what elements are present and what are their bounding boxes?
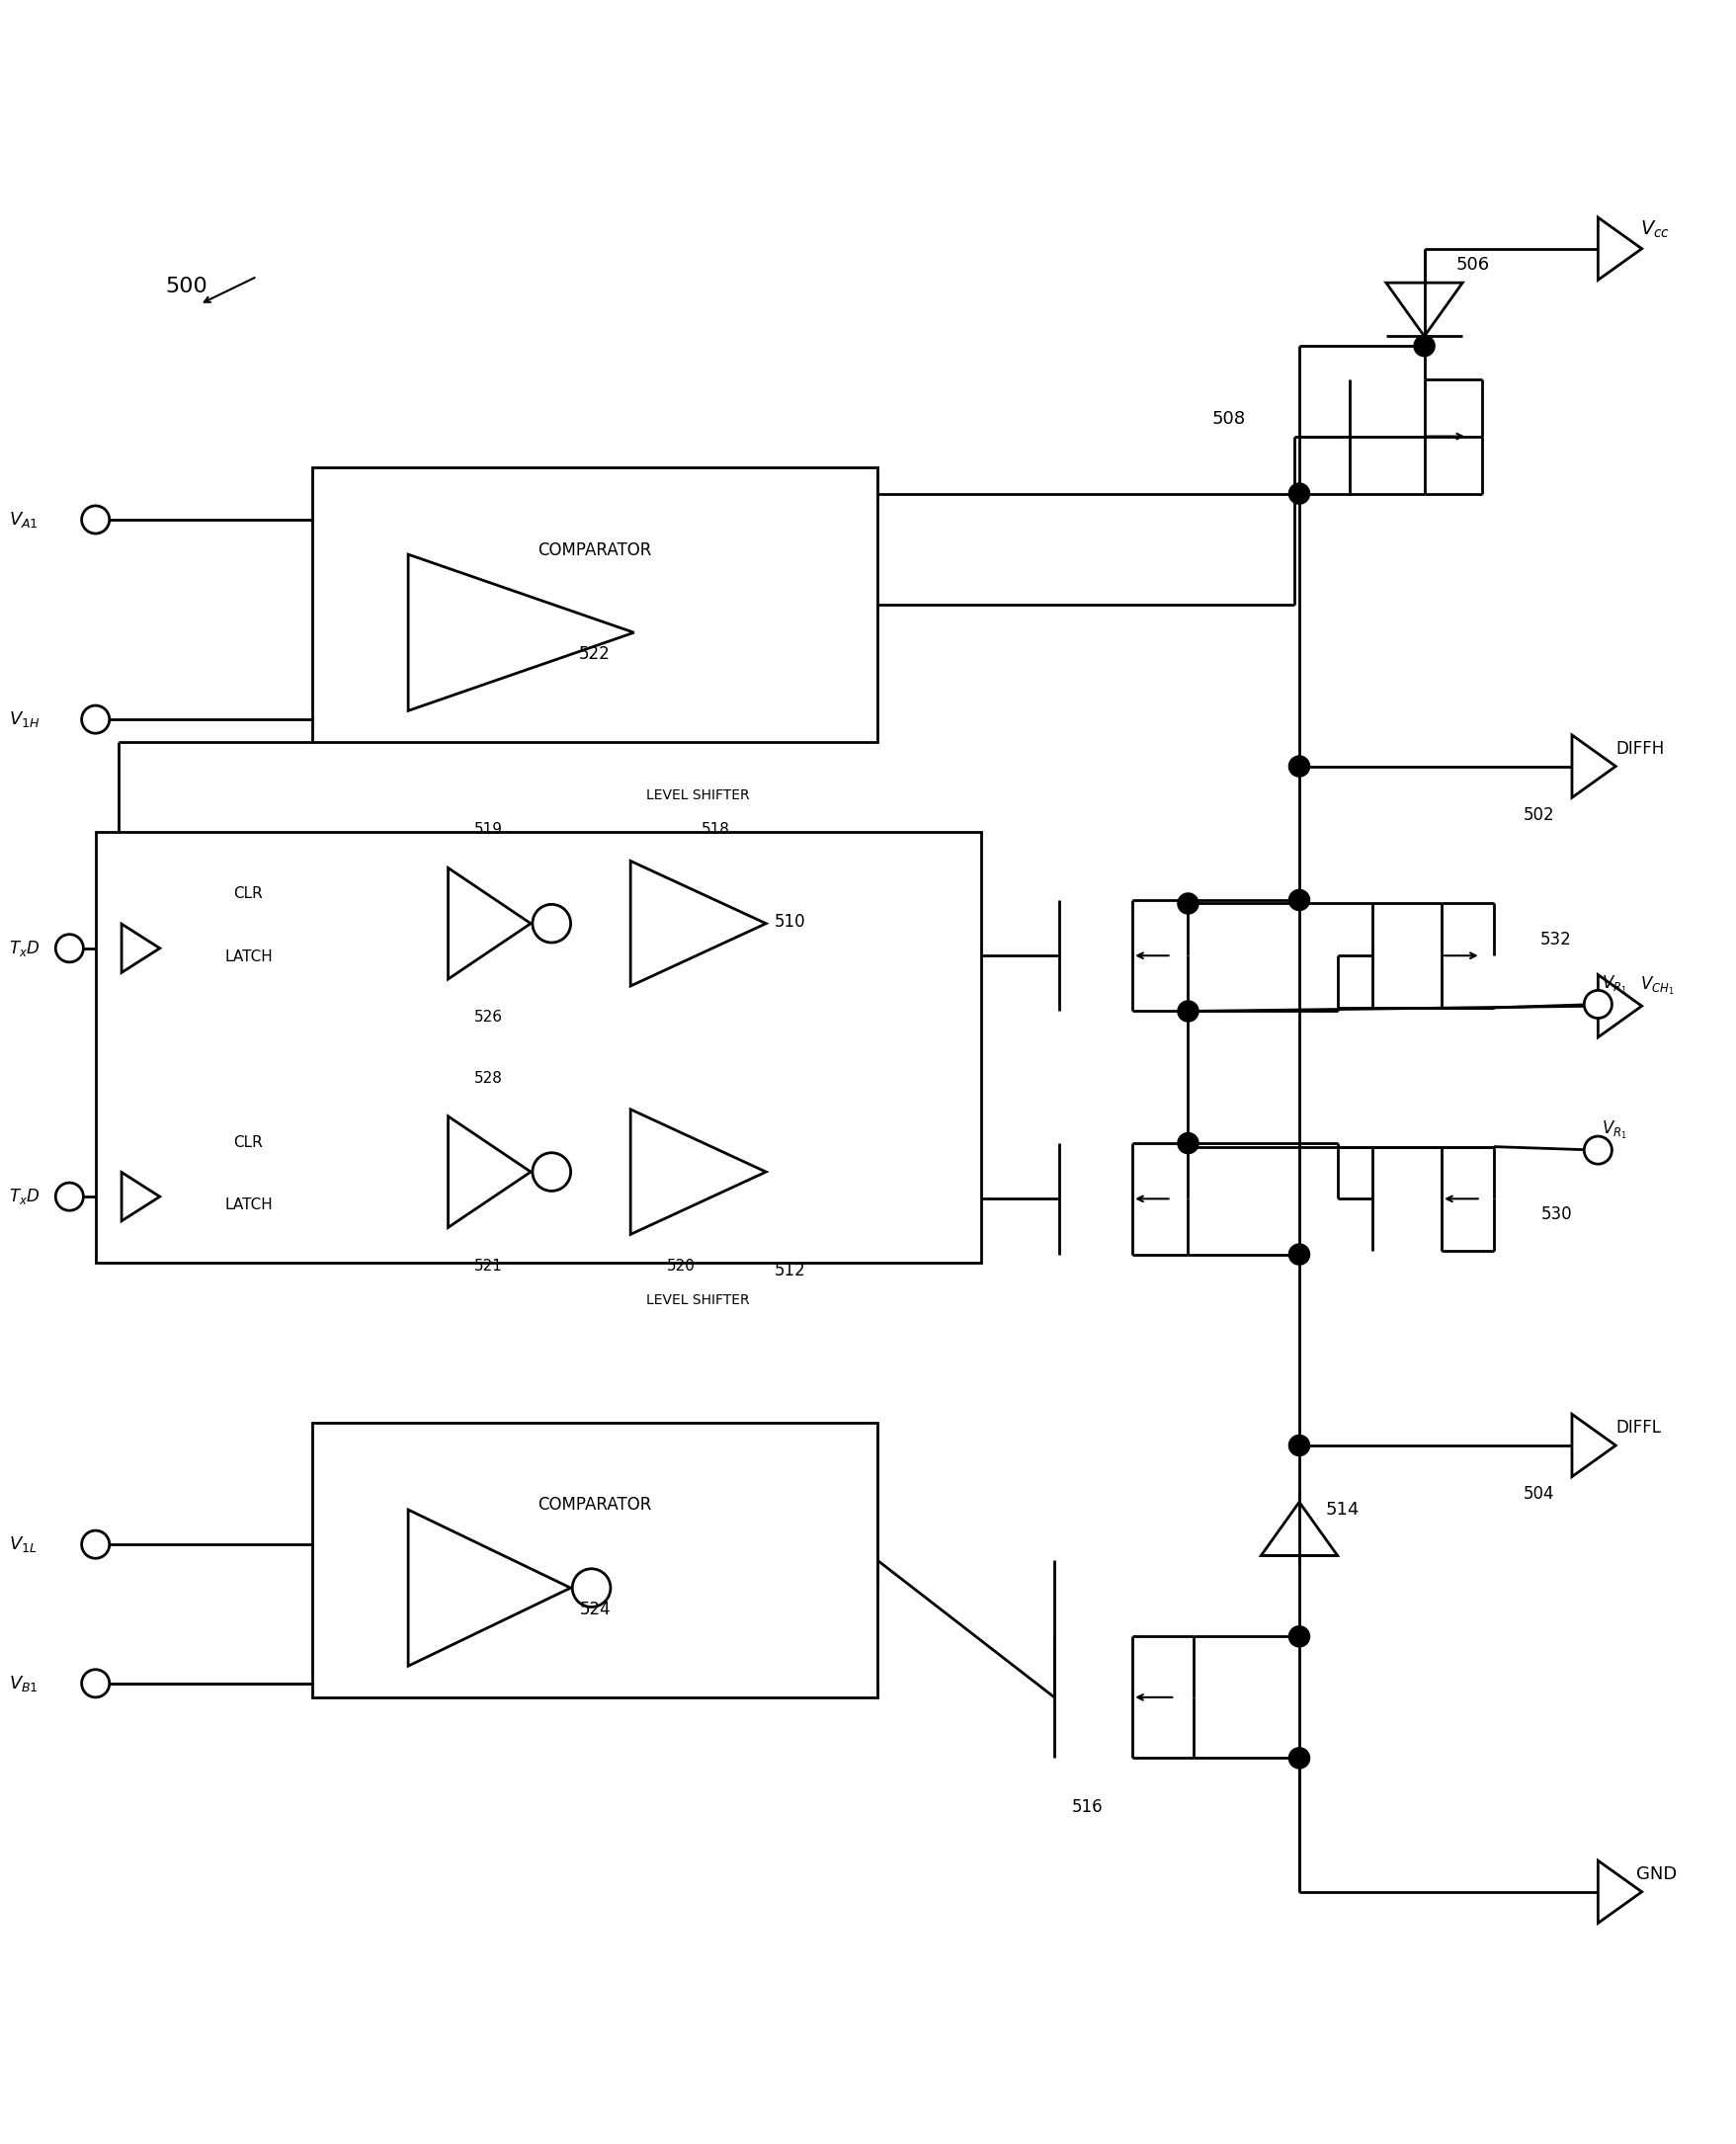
Text: GND: GND	[1635, 1865, 1675, 1882]
Circle shape	[1288, 890, 1309, 911]
Circle shape	[1177, 894, 1198, 913]
Text: 526: 526	[474, 1010, 502, 1025]
Text: 528: 528	[474, 1070, 502, 1085]
Circle shape	[1177, 1132, 1198, 1153]
Text: LEVEL SHIFTER: LEVEL SHIFTER	[646, 789, 750, 802]
Text: $V_{R_1}$: $V_{R_1}$	[1601, 973, 1627, 995]
Text: DIFFL: DIFFL	[1614, 1419, 1660, 1436]
Text: DIFFH: DIFFH	[1614, 740, 1663, 757]
Text: COMPARATOR: COMPARATOR	[538, 1497, 651, 1514]
Text: $T_xD$: $T_xD$	[9, 1188, 40, 1207]
Circle shape	[533, 905, 571, 943]
Bar	[312, 1424, 877, 1698]
Circle shape	[1288, 1747, 1309, 1769]
Circle shape	[1413, 337, 1434, 356]
Circle shape	[1288, 1625, 1309, 1647]
Circle shape	[1177, 1001, 1198, 1023]
Text: $T_xD$: $T_xD$	[9, 939, 40, 958]
Bar	[118, 840, 378, 1006]
Circle shape	[82, 705, 109, 733]
Text: 504: 504	[1522, 1486, 1554, 1503]
Text: 506: 506	[1455, 255, 1488, 272]
Text: 512: 512	[774, 1263, 806, 1280]
Bar	[95, 832, 981, 1263]
Circle shape	[56, 1183, 83, 1211]
Circle shape	[82, 506, 109, 534]
Circle shape	[1288, 757, 1309, 776]
Text: LATCH: LATCH	[224, 1198, 273, 1211]
Circle shape	[1288, 482, 1309, 504]
Circle shape	[1288, 1434, 1309, 1456]
Text: 520: 520	[667, 1259, 694, 1274]
Circle shape	[1288, 1244, 1309, 1265]
Circle shape	[82, 1670, 109, 1698]
Text: 514: 514	[1325, 1501, 1359, 1518]
Text: 500: 500	[165, 277, 207, 296]
Text: 532: 532	[1540, 930, 1571, 950]
Text: $V_{1L}$: $V_{1L}$	[9, 1535, 36, 1554]
Text: CLR: CLR	[234, 1134, 262, 1149]
Text: LEVEL SHIFTER: LEVEL SHIFTER	[646, 1293, 750, 1308]
Circle shape	[82, 1531, 109, 1559]
Circle shape	[1583, 991, 1611, 1018]
Text: COMPARATOR: COMPARATOR	[538, 540, 651, 560]
Text: $V_{CH_1}$: $V_{CH_1}$	[1639, 976, 1674, 997]
Bar	[312, 467, 877, 742]
Circle shape	[56, 935, 83, 963]
Text: 510: 510	[774, 913, 806, 930]
Text: $V_{cc}$: $V_{cc}$	[1639, 219, 1668, 240]
Text: 502: 502	[1522, 806, 1554, 823]
Text: CLR: CLR	[234, 885, 262, 900]
Text: 530: 530	[1540, 1205, 1571, 1224]
Text: $V_{1H}$: $V_{1H}$	[9, 710, 40, 729]
Text: $V_{A1}$: $V_{A1}$	[9, 510, 38, 530]
Text: $V_{R_1}$: $V_{R_1}$	[1601, 1119, 1627, 1141]
Text: 521: 521	[474, 1259, 502, 1274]
Text: 522: 522	[578, 645, 611, 662]
Bar	[118, 1089, 378, 1254]
Text: 516: 516	[1071, 1799, 1102, 1816]
Circle shape	[533, 1153, 571, 1190]
Text: 518: 518	[701, 823, 729, 836]
Text: LATCH: LATCH	[224, 950, 273, 965]
Circle shape	[573, 1569, 611, 1608]
Text: 524: 524	[580, 1602, 609, 1619]
Text: 508: 508	[1212, 410, 1245, 429]
Circle shape	[1583, 1136, 1611, 1164]
Text: 519: 519	[474, 823, 502, 836]
Text: $V_{B1}$: $V_{B1}$	[9, 1674, 38, 1694]
